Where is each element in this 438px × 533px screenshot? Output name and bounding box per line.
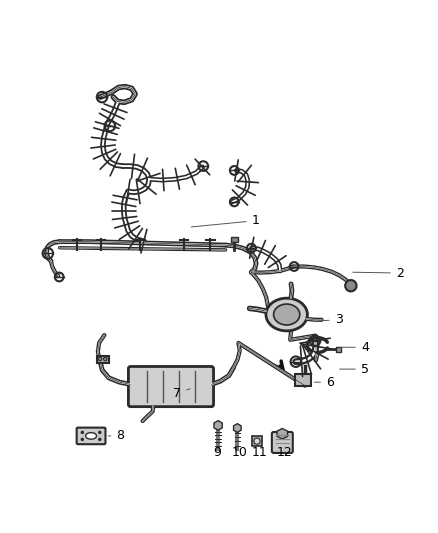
Text: 1: 1 — [191, 214, 260, 227]
Circle shape — [98, 431, 102, 434]
Circle shape — [98, 357, 102, 361]
Bar — [252, 436, 262, 446]
Circle shape — [98, 438, 102, 441]
Text: 2: 2 — [353, 266, 404, 279]
Polygon shape — [277, 429, 288, 439]
Circle shape — [254, 438, 260, 444]
Ellipse shape — [266, 298, 307, 331]
Circle shape — [81, 431, 84, 434]
Text: 8: 8 — [108, 430, 124, 442]
Text: 3: 3 — [318, 313, 343, 326]
FancyBboxPatch shape — [128, 367, 214, 407]
Polygon shape — [214, 421, 223, 430]
FancyBboxPatch shape — [272, 432, 293, 453]
Text: 4: 4 — [339, 341, 369, 354]
Text: 11: 11 — [252, 447, 268, 459]
Circle shape — [103, 357, 107, 361]
Text: 5: 5 — [339, 362, 369, 376]
Bar — [96, 356, 109, 362]
Ellipse shape — [274, 304, 300, 325]
Circle shape — [345, 280, 357, 292]
Bar — [336, 347, 341, 352]
Bar — [295, 374, 311, 386]
Text: 7: 7 — [173, 386, 190, 400]
Polygon shape — [233, 424, 241, 432]
Text: 12: 12 — [277, 447, 293, 459]
Text: 6: 6 — [314, 376, 334, 389]
Text: 9: 9 — [213, 447, 221, 459]
Bar — [231, 237, 238, 242]
Ellipse shape — [85, 433, 96, 439]
FancyBboxPatch shape — [77, 427, 106, 444]
Circle shape — [81, 438, 84, 441]
Text: 10: 10 — [232, 447, 248, 459]
